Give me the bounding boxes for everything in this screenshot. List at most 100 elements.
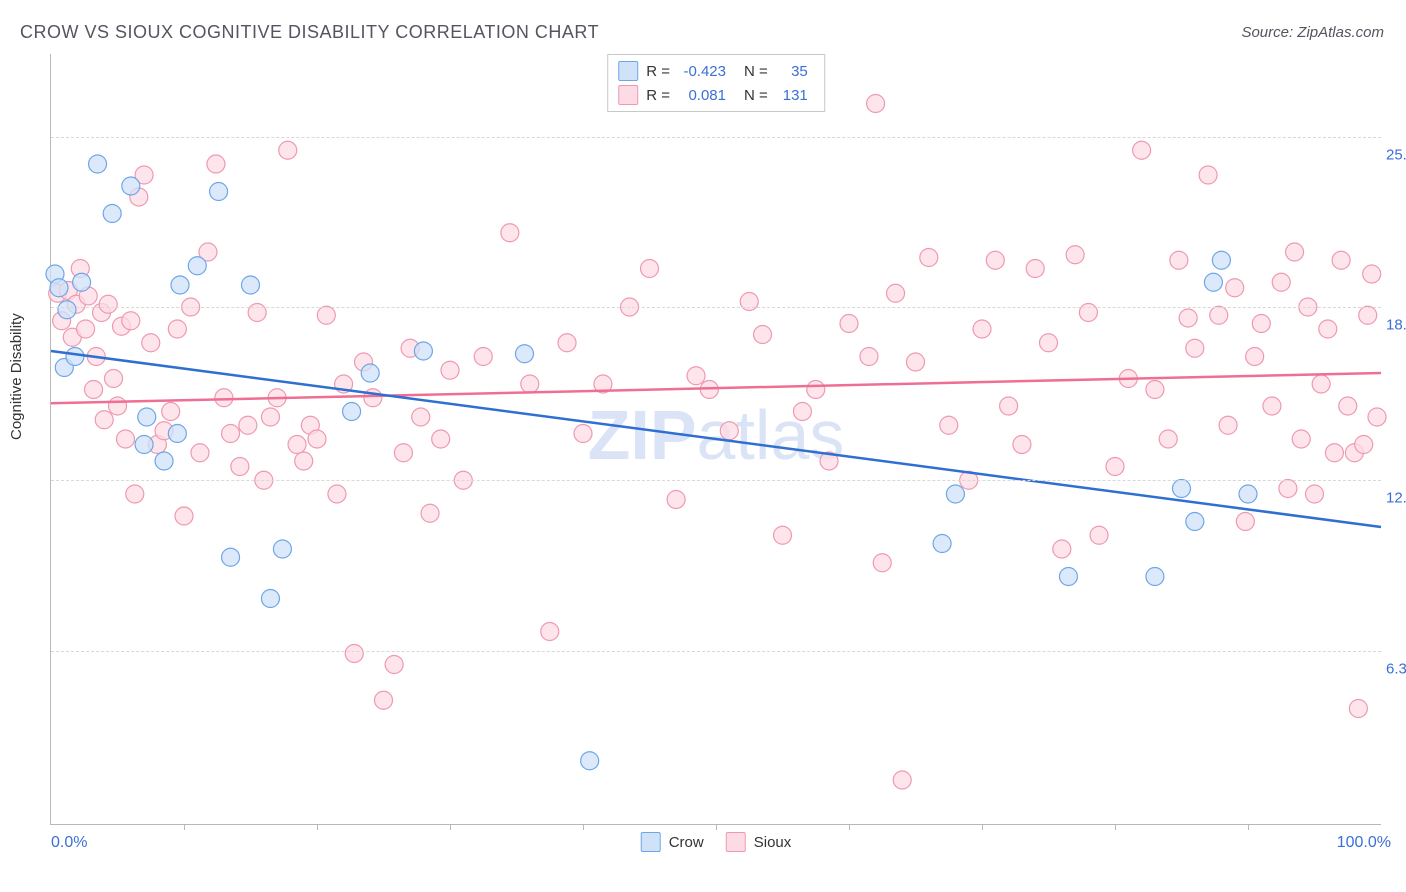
x-tick — [184, 824, 185, 830]
legend-item: Sioux — [726, 832, 792, 852]
scatter-point — [1186, 339, 1204, 357]
scatter-point — [1226, 279, 1244, 297]
chart-container: CROW VS SIOUX COGNITIVE DISABILITY CORRE… — [0, 0, 1406, 892]
scatter-point — [135, 436, 153, 454]
legend-swatch — [618, 85, 638, 105]
scatter-point — [66, 348, 84, 366]
scatter-point — [343, 403, 361, 421]
scatter-point — [261, 590, 279, 608]
scatter-point — [142, 334, 160, 352]
scatter-point — [295, 452, 313, 470]
scatter-point — [1053, 540, 1071, 558]
scatter-point — [168, 425, 186, 443]
scatter-point — [1204, 273, 1222, 291]
scatter-point — [1090, 526, 1108, 544]
scatter-point — [1239, 485, 1257, 503]
scatter-point — [1368, 408, 1386, 426]
scatter-point — [641, 260, 659, 278]
y-tick-label: 18.8% — [1386, 317, 1406, 334]
scatter-point — [394, 444, 412, 462]
scatter-point — [412, 408, 430, 426]
stats-legend-row: R =0.081 N =131 — [618, 83, 808, 107]
scatter-point — [774, 526, 792, 544]
scatter-point — [89, 155, 107, 173]
scatter-point — [893, 771, 911, 789]
plot-svg — [51, 54, 1381, 824]
scatter-point — [99, 295, 117, 313]
scatter-point — [887, 284, 905, 302]
scatter-point — [720, 422, 738, 440]
scatter-point — [1332, 251, 1350, 269]
scatter-point — [1159, 430, 1177, 448]
scatter-point — [1040, 334, 1058, 352]
scatter-point — [231, 458, 249, 476]
scatter-point — [95, 411, 113, 429]
scatter-point — [375, 691, 393, 709]
stats-legend: R =-0.423 N =35 R =0.081 N =131 — [607, 54, 825, 112]
x-tick — [849, 824, 850, 830]
scatter-point — [940, 416, 958, 434]
scatter-point — [1292, 430, 1310, 448]
scatter-point — [364, 389, 382, 407]
gridline — [51, 480, 1381, 481]
gridline — [51, 651, 1381, 652]
scatter-point — [1252, 315, 1270, 333]
y-tick-label: 12.5% — [1386, 490, 1406, 507]
scatter-point — [946, 485, 964, 503]
scatter-point — [175, 507, 193, 525]
scatter-point — [261, 408, 279, 426]
y-axis-label: Cognitive Disability — [8, 313, 25, 440]
scatter-point — [1363, 265, 1381, 283]
scatter-point — [361, 364, 379, 382]
scatter-point — [1186, 513, 1204, 531]
scatter-point — [1263, 397, 1281, 415]
x-tick — [716, 824, 717, 830]
scatter-point — [1173, 480, 1191, 498]
scatter-point — [222, 425, 240, 443]
scatter-point — [860, 348, 878, 366]
r-value: -0.423 — [678, 63, 726, 80]
scatter-point — [1179, 309, 1197, 327]
scatter-point — [1059, 568, 1077, 586]
legend-label: Crow — [669, 834, 704, 851]
scatter-point — [168, 320, 186, 338]
scatter-point — [1306, 485, 1324, 503]
scatter-point — [188, 257, 206, 275]
scatter-point — [328, 485, 346, 503]
gridline — [51, 137, 1381, 138]
scatter-point — [77, 320, 95, 338]
scatter-point — [1279, 480, 1297, 498]
scatter-point — [441, 361, 459, 379]
r-value: 0.081 — [678, 87, 726, 104]
scatter-point — [1246, 348, 1264, 366]
scatter-point — [1312, 375, 1330, 393]
scatter-point — [1026, 260, 1044, 278]
scatter-point — [421, 504, 439, 522]
scatter-point — [840, 315, 858, 333]
scatter-point — [521, 375, 539, 393]
scatter-point — [1349, 700, 1367, 718]
stats-legend-row: R =-0.423 N =35 — [618, 59, 808, 83]
n-label: N = — [744, 87, 768, 104]
x-tick — [982, 824, 983, 830]
scatter-point — [933, 535, 951, 553]
scatter-point — [73, 273, 91, 291]
legend-swatch — [641, 832, 661, 852]
scatter-point — [1319, 320, 1337, 338]
scatter-point — [1066, 246, 1084, 264]
r-label: R = — [646, 87, 670, 104]
scatter-point — [667, 491, 685, 509]
scatter-point — [1146, 381, 1164, 399]
scatter-point — [1210, 306, 1228, 324]
r-label: R = — [646, 63, 670, 80]
legend-item: Crow — [641, 832, 704, 852]
legend-label: Sioux — [754, 834, 792, 851]
n-value: 35 — [776, 63, 808, 80]
x-max-label: 100.0% — [1337, 834, 1391, 852]
scatter-point — [541, 623, 559, 641]
scatter-point — [1106, 458, 1124, 476]
scatter-point — [122, 312, 140, 330]
scatter-point — [222, 548, 240, 566]
scatter-point — [558, 334, 576, 352]
scatter-point — [687, 367, 705, 385]
